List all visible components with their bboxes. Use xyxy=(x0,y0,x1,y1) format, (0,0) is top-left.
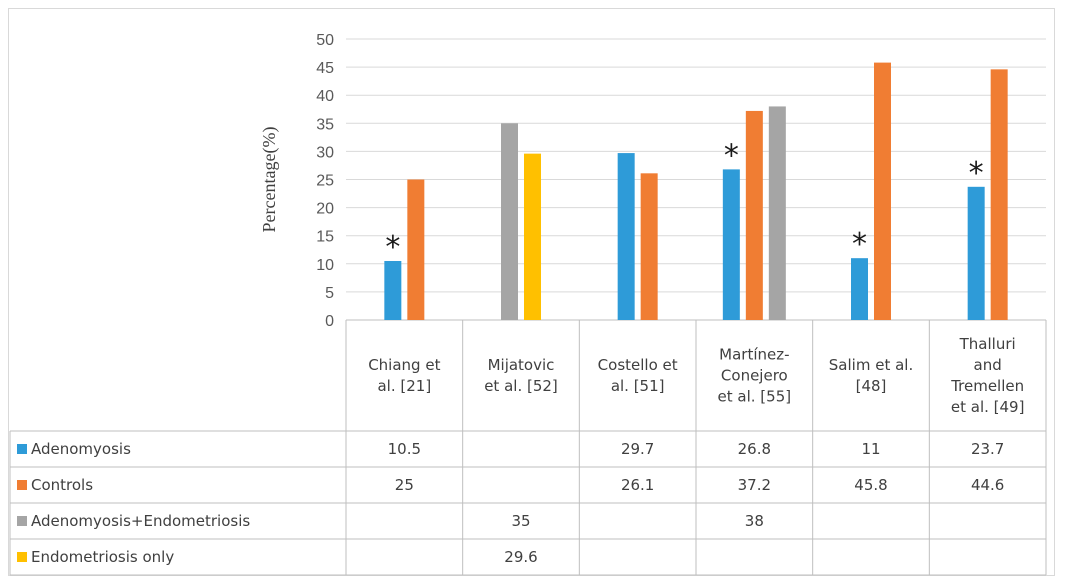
y-tick-label: 30 xyxy=(316,144,334,161)
category-label: Costello et xyxy=(598,356,678,374)
table-cell-value: 37.2 xyxy=(738,476,771,494)
bar xyxy=(722,169,740,320)
bar xyxy=(745,110,763,320)
bar xyxy=(640,173,658,320)
legend-swatch xyxy=(17,444,27,454)
table-cell-value: 44.6 xyxy=(971,476,1004,494)
legend-label: Adenomyosis+Endometriosis xyxy=(31,512,250,530)
significance-star: * xyxy=(385,230,400,265)
legend-swatch xyxy=(17,552,27,562)
table-cell-value: 29.6 xyxy=(504,548,537,566)
table-cell-value: 35 xyxy=(511,512,530,530)
y-tick-label: 5 xyxy=(325,285,334,302)
category-label: al. [51] xyxy=(611,377,665,395)
y-tick-label: 45 xyxy=(316,60,334,77)
bar xyxy=(768,106,786,320)
y-tick-label: 0 xyxy=(325,313,334,330)
category-label: Tremellen xyxy=(950,377,1024,395)
y-tick-label: 25 xyxy=(316,173,334,190)
y-tick-label: 40 xyxy=(316,88,334,105)
y-tick-label: 35 xyxy=(316,116,334,133)
table-cell-value: 45.8 xyxy=(854,476,887,494)
table-cell-value: 23.7 xyxy=(971,440,1004,458)
legend-label: Endometriosis only xyxy=(31,548,174,566)
bar xyxy=(967,186,985,320)
category-label: Martínez- xyxy=(719,346,789,364)
category-label: et al. [55] xyxy=(718,388,792,406)
chart-canvas: 0 5 10 15 20 25 30 35 40 45 50 Percentage(%) * * * * Chi… xyxy=(9,32,1047,576)
y-tick-label: 50 xyxy=(316,32,334,49)
category-label: Mijatovic xyxy=(488,356,555,374)
table-cell-value: 11 xyxy=(861,440,880,458)
significance-star: * xyxy=(852,227,867,262)
table-cell-value: 25 xyxy=(395,476,414,494)
y-tick-label: 20 xyxy=(316,201,334,218)
legend-label: Controls xyxy=(31,476,93,494)
table-cell-value: 26.8 xyxy=(738,440,771,458)
bar xyxy=(407,179,425,320)
legend-label: Adenomyosis xyxy=(31,440,131,458)
legend-swatch xyxy=(17,480,27,490)
bar xyxy=(874,62,891,320)
category-label: Salim et al. xyxy=(829,356,913,374)
significance-star: * xyxy=(969,156,984,191)
table-cell-value: 38 xyxy=(745,512,764,530)
category-label: et al. [49] xyxy=(951,398,1025,416)
table-cell-value: 26.1 xyxy=(621,476,654,494)
category-label: [48] xyxy=(856,377,887,395)
significance-star: * xyxy=(724,138,739,173)
category-label: Thalluri xyxy=(959,335,1016,353)
y-tick-label: 10 xyxy=(316,257,334,274)
bar xyxy=(501,123,518,320)
category-label: al. [21] xyxy=(377,377,431,395)
y-axis-label: Percentage(%) xyxy=(259,127,280,233)
category-label: et al. [52] xyxy=(484,377,558,395)
bar xyxy=(990,69,1008,321)
category-label: Conejero xyxy=(721,367,788,385)
legend-swatch xyxy=(17,516,27,526)
category-label: and xyxy=(974,356,1002,374)
chart-frame: 0 5 10 15 20 25 30 35 40 45 50 Percentage(%) * * * * Chi… xyxy=(8,8,1055,576)
bar xyxy=(524,153,541,320)
bar xyxy=(384,260,402,320)
y-tick-label: 15 xyxy=(316,229,334,246)
bar xyxy=(617,153,635,320)
table-cell-value: 29.7 xyxy=(621,440,654,458)
table-cell-value: 10.5 xyxy=(388,440,421,458)
bar xyxy=(851,258,868,320)
category-label: Chiang et xyxy=(368,356,440,374)
